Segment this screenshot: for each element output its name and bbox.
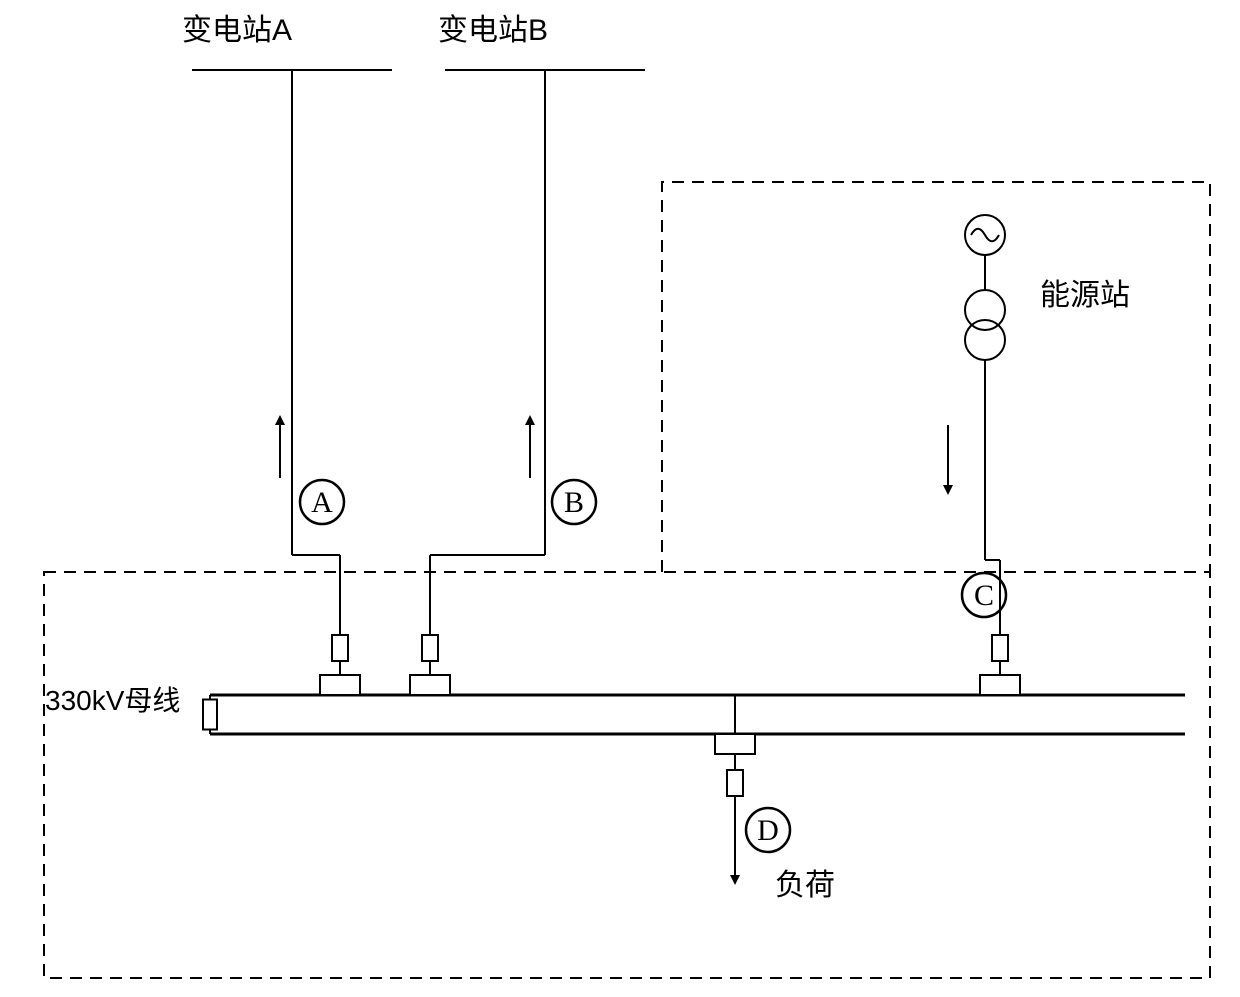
node-d: D xyxy=(746,808,790,852)
outer-dashed-box xyxy=(44,572,1210,978)
energy-station-dashed-box xyxy=(662,182,1210,572)
node-a: A xyxy=(300,480,344,524)
svg-text:D: D xyxy=(757,814,779,847)
electrical-diagram: 330kV母线 变电站A 变电站B 能源站 A B C D 负荷 xyxy=(0,0,1240,997)
bay-d xyxy=(715,734,755,796)
busbar-label: 330kV母线 xyxy=(45,685,180,716)
svg-text:A: A xyxy=(311,486,333,519)
substation-b-label: 变电站B xyxy=(438,14,548,47)
bay-b xyxy=(410,635,450,695)
load-label: 负荷 xyxy=(775,869,835,902)
bay-a xyxy=(320,635,360,695)
svg-text:B: B xyxy=(564,486,584,519)
energy-station xyxy=(965,215,1005,360)
node-b: B xyxy=(552,480,596,524)
substation-a-label: 变电站A xyxy=(182,14,292,47)
busbar xyxy=(203,695,1185,734)
energy-station-label: 能源站 xyxy=(1040,279,1130,312)
svg-text:C: C xyxy=(974,579,994,612)
bay-c xyxy=(980,635,1020,695)
